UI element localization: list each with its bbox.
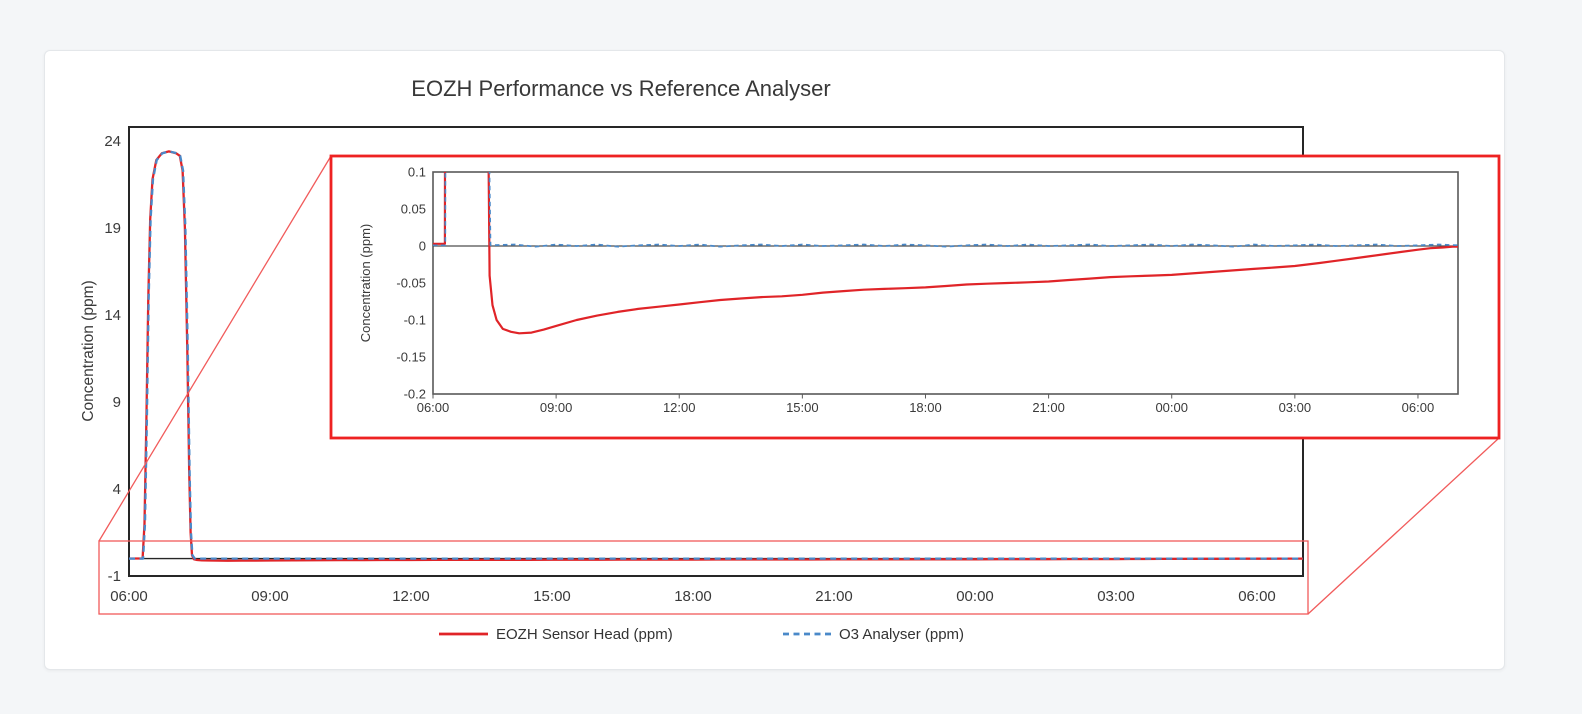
inset-x-tick-label: 18:00 — [909, 400, 942, 415]
main-x-tick-label: 15:00 — [533, 588, 571, 605]
zoom-connector-right — [1307, 437, 1500, 615]
series-line-o3-main — [129, 150, 1303, 560]
inset-y-axis-title: Concentration (ppm) — [358, 224, 373, 343]
inset-series-group — [433, 172, 1458, 335]
inset-y-tick-label: -0.05 — [396, 276, 426, 291]
main-y-tick-label: -1 — [108, 568, 121, 585]
inset-y-tick-label: 0.1 — [408, 165, 426, 180]
main-series-group — [129, 150, 1303, 562]
main-x-tick-label: 09:00 — [251, 588, 289, 605]
main-y-axis-title: Concentration (ppm) — [80, 280, 97, 421]
zoom-region-rectangle — [98, 540, 1309, 615]
inset-x-tick-label: 06:00 — [417, 400, 450, 415]
main-x-tick-label: 06:00 — [1238, 588, 1276, 605]
main-axis-ticks: 24 19 14 9 4 -1 06:00 09:00 12:00 15:00 18:00 21:00… — [104, 133, 1275, 605]
inset-axis-ticks: 0.10.050-0.05-0.1-0.15-0.206:00 09:00 12:0… — [396, 165, 1434, 416]
inset-y-tick-label: -0.15 — [396, 350, 426, 365]
main-y-tick-label: 19 — [104, 220, 121, 237]
main-x-tick-label: 00:00 — [956, 588, 994, 605]
inset-y-tick-label: 0 — [419, 239, 426, 254]
inset-plot-border — [432, 171, 1459, 395]
inset-x-tick-label: 21:00 — [1032, 400, 1065, 415]
main-y-tick-label: 14 — [104, 307, 121, 324]
main-y-tick-label: 24 — [104, 133, 121, 150]
inset-y-tick-label: 0.05 — [401, 202, 426, 217]
inset-x-tick-label: 09:00 — [540, 400, 573, 415]
legend-label-eozh: EOZH Sensor Head (ppm) — [496, 626, 673, 643]
legend-label-o3: O3 Analyser (ppm) — [839, 626, 964, 643]
zoom-connector-left — [98, 155, 332, 542]
main-y-tick-label: 4 — [113, 481, 121, 498]
inset-x-tick-label: 15:00 — [786, 400, 819, 415]
inset-x-tick-label: 00:00 — [1155, 400, 1188, 415]
main-x-tick-label: 21:00 — [815, 588, 853, 605]
inset-x-tick-label: 03:00 — [1279, 400, 1312, 415]
chart-card: EOZH Performance vs Reference Analyser 2… — [44, 50, 1505, 670]
inset-y-tick-label: -0.2 — [404, 387, 426, 402]
chart-canvas: EOZH Performance vs Reference Analyser 2… — [80, 76, 1501, 643]
inset-x-tick-label: 06:00 — [1402, 400, 1435, 415]
main-x-tick-label: 03:00 — [1097, 588, 1135, 605]
main-y-tick-label: 9 — [113, 394, 121, 411]
chart-title: EOZH Performance vs Reference Analyser — [411, 76, 830, 101]
series-line-eozh-inset — [433, 172, 1458, 335]
main-x-tick-label: 12:00 — [392, 588, 430, 605]
main-x-tick-label: 18:00 — [674, 588, 712, 605]
main-x-tick-label: 06:00 — [110, 588, 148, 605]
legend: EOZH Sensor Head (ppm) O3 Analyser (ppm) — [439, 626, 964, 643]
inset-x-tick-label: 12:00 — [663, 400, 696, 415]
inset-y-tick-label: -0.1 — [404, 313, 426, 328]
series-line-o3-inset — [433, 172, 1458, 248]
